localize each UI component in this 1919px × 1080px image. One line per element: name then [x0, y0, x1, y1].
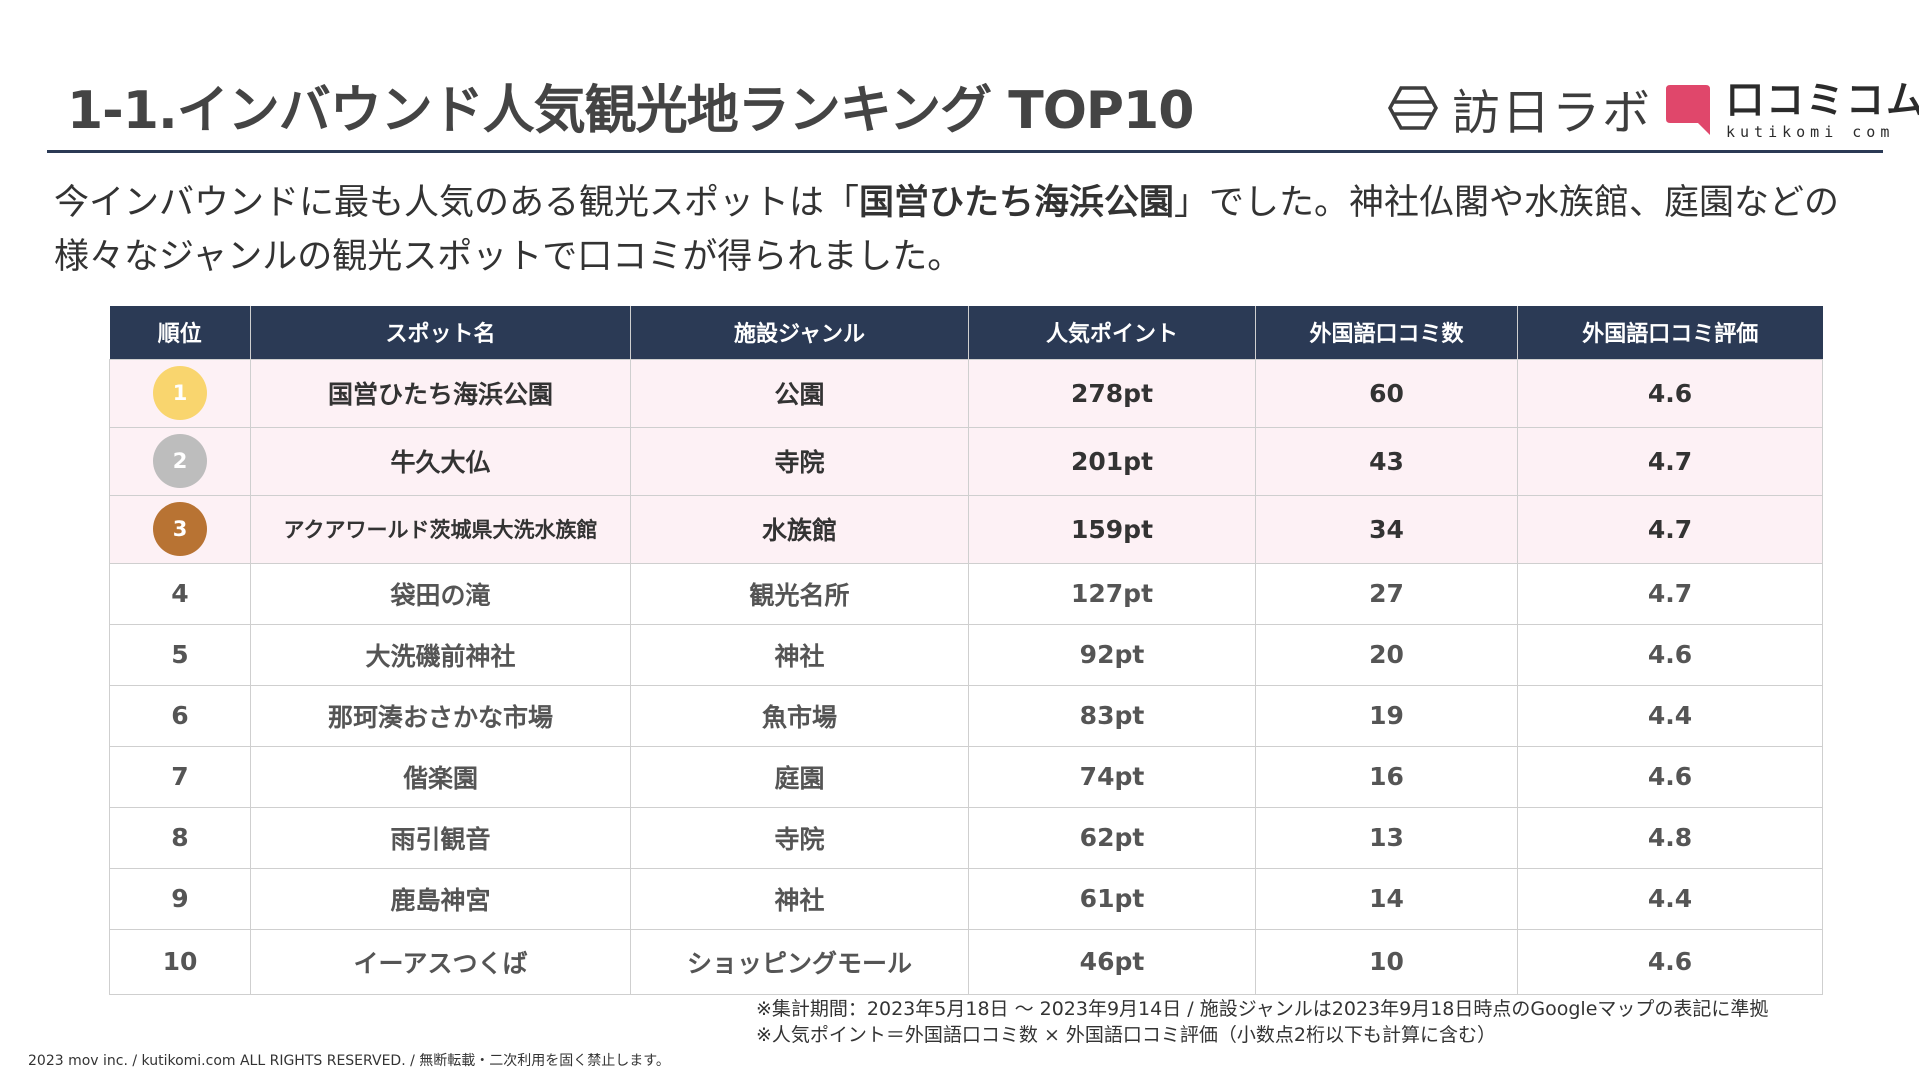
footnote-points-formula: ※人気ポイント＝外国語口コミ数 × 外国語口コミ評価（小数点2桁以下も計算に含む… — [756, 1024, 1497, 1046]
kutikomi-logo-jp: 口コミコム — [1726, 77, 1919, 122]
table-row: 9 鹿島神宮 神社 61pt 14 4.4 — [109, 867, 1823, 930]
genre-cell: 神社 — [630, 623, 969, 686]
footnotes: ※集計期間：2023年5月18日 〜 2023年9月14日 / 施設ジャンルは2… — [756, 996, 1768, 1048]
reviews-cell: 20 — [1255, 623, 1518, 686]
rank-cell: 8 — [109, 806, 251, 869]
ranking-table: 順位 スポット名 施設ジャンル 人気ポイント 外国語口コミ数 外国語口コミ評価 … — [109, 306, 1823, 995]
points-cell: 46pt — [968, 928, 1256, 995]
genre-cell: 観光名所 — [630, 562, 969, 625]
header-rank: 順位 — [109, 306, 251, 360]
kutikomi-logo: 口コミコム kutikomi com — [1664, 80, 1919, 140]
table-row: 1 国営ひたち海浜公園 公園 278pt 60 4.6 — [109, 358, 1823, 428]
points-cell: 61pt — [968, 867, 1256, 930]
reviews-cell: 19 — [1255, 684, 1518, 747]
reviews-cell: 16 — [1255, 745, 1518, 808]
spot-cell: 偕楽園 — [250, 745, 631, 808]
points-cell: 159pt — [968, 494, 1256, 564]
header-spot: スポット名 — [250, 306, 631, 360]
spot-cell: イーアスつくば — [250, 928, 631, 995]
rank-cell: 2 — [109, 426, 251, 496]
genre-cell: 神社 — [630, 867, 969, 930]
rank-cell: 9 — [109, 867, 251, 930]
rank-cell: 7 — [109, 745, 251, 808]
silver-medal-badge: 2 — [153, 434, 207, 488]
rating-cell: 4.6 — [1517, 745, 1823, 808]
lead-text-before: 今インバウンドに最も人気のある観光スポットは「 — [54, 183, 860, 223]
rating-cell: 4.7 — [1517, 426, 1823, 496]
rank-cell: 3 — [109, 494, 251, 564]
footnote-period: ※集計期間：2023年5月18日 〜 2023年9月14日 / 施設ジャンルは2… — [756, 998, 1769, 1020]
table-row: 3 アクアワールド茨城県大洗水族館 水族館 159pt 34 4.7 — [109, 494, 1823, 564]
title-divider — [47, 150, 1883, 153]
spot-cell: 大洗磯前神社 — [250, 623, 631, 686]
table-header-row: 順位 スポット名 施設ジャンル 人気ポイント 外国語口コミ数 外国語口コミ評価 — [109, 306, 1823, 360]
reviews-cell: 27 — [1255, 562, 1518, 625]
table-row: 7 偕楽園 庭園 74pt 16 4.6 — [109, 745, 1823, 808]
genre-cell: ショッピングモール — [630, 928, 969, 995]
copyright-text: 2023 mov inc. / kutikomi.com ALL RIGHTS … — [28, 1053, 670, 1069]
reviews-cell: 43 — [1255, 426, 1518, 496]
header-genre: 施設ジャンル — [630, 306, 969, 360]
reviews-cell: 13 — [1255, 806, 1518, 869]
rating-cell: 4.6 — [1517, 358, 1823, 428]
genre-cell: 寺院 — [630, 806, 969, 869]
hexagon-icon — [1388, 86, 1438, 130]
points-cell: 127pt — [968, 562, 1256, 625]
rating-cell: 4.6 — [1517, 623, 1823, 686]
genre-cell: 公園 — [630, 358, 969, 428]
page-title: 1-1.インバウンド人気観光地ランキング TOP10 — [67, 81, 1194, 141]
points-cell: 74pt — [968, 745, 1256, 808]
rating-cell: 4.4 — [1517, 867, 1823, 930]
points-cell: 83pt — [968, 684, 1256, 747]
table-row: 5 大洗磯前神社 神社 92pt 20 4.6 — [109, 623, 1823, 686]
rating-cell: 4.7 — [1517, 562, 1823, 625]
genre-cell: 水族館 — [630, 494, 969, 564]
spot-cell: 袋田の滝 — [250, 562, 631, 625]
speech-bubble-icon — [1666, 85, 1710, 135]
houjin-lab-logo-text: 訪日ラボ — [1452, 85, 1653, 141]
rank-cell: 5 — [109, 623, 251, 686]
rating-cell: 4.4 — [1517, 684, 1823, 747]
header-rating: 外国語口コミ評価 — [1517, 306, 1823, 360]
rating-cell: 4.7 — [1517, 494, 1823, 564]
table-row: 2 牛久大仏 寺院 201pt 43 4.7 — [109, 426, 1823, 496]
rank-cell: 1 — [109, 358, 251, 428]
reviews-cell: 14 — [1255, 867, 1518, 930]
rank-cell: 4 — [109, 562, 251, 625]
table-row: 10 イーアスつくば ショッピングモール 46pt 10 4.6 — [109, 928, 1823, 995]
spot-cell: アクアワールド茨城県大洗水族館 — [250, 494, 631, 564]
bronze-medal-badge: 3 — [153, 502, 207, 556]
houjin-lab-logo: 訪日ラボ — [1388, 80, 1652, 141]
spot-cell: 国営ひたち海浜公園 — [250, 358, 631, 428]
points-cell: 92pt — [968, 623, 1256, 686]
kutikomi-logo-en: kutikomi com — [1726, 122, 1895, 141]
rank-cell: 10 — [109, 928, 251, 995]
spot-cell: 鹿島神宮 — [250, 867, 631, 930]
table-row: 8 雨引観音 寺院 62pt 13 4.8 — [109, 806, 1823, 869]
header-reviews: 外国語口コミ数 — [1255, 306, 1518, 360]
points-cell: 278pt — [968, 358, 1256, 428]
rank-cell: 6 — [109, 684, 251, 747]
lead-paragraph: 今インバウンドに最も人気のある観光スポットは「国営ひたち海浜公園」でした。神社仏… — [54, 176, 1874, 284]
reviews-cell: 60 — [1255, 358, 1518, 428]
header-points: 人気ポイント — [968, 306, 1256, 360]
genre-cell: 庭園 — [630, 745, 969, 808]
points-cell: 62pt — [968, 806, 1256, 869]
spot-cell: 牛久大仏 — [250, 426, 631, 496]
table-row: 6 那珂湊おさかな市場 魚市場 83pt 19 4.4 — [109, 684, 1823, 747]
lead-highlight: 国営ひたち海浜公園 — [859, 183, 1175, 223]
rating-cell: 4.8 — [1517, 806, 1823, 869]
genre-cell: 寺院 — [630, 426, 969, 496]
table-row: 4 袋田の滝 観光名所 127pt 27 4.7 — [109, 562, 1823, 625]
reviews-cell: 34 — [1255, 494, 1518, 564]
rating-cell: 4.6 — [1517, 928, 1823, 995]
points-cell: 201pt — [968, 426, 1256, 496]
gold-medal-badge: 1 — [153, 366, 207, 420]
spot-cell: 雨引観音 — [250, 806, 631, 869]
reviews-cell: 10 — [1255, 928, 1518, 995]
lead-text-after: 」でした。神社仏閣や水族館、庭園などの様々なジャンルの観光スポットで口コミが得ら… — [54, 183, 1840, 277]
spot-cell: 那珂湊おさかな市場 — [250, 684, 631, 747]
genre-cell: 魚市場 — [630, 684, 969, 747]
